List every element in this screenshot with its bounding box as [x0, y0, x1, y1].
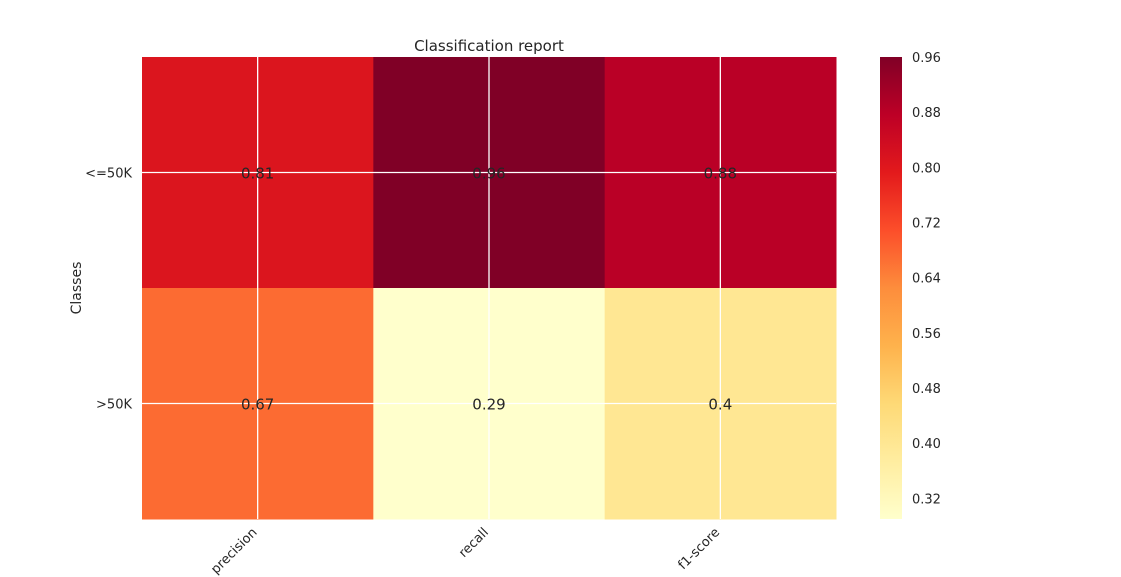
cell-value-label: 0.4 [708, 396, 732, 414]
cell-value-label: 0.29 [472, 396, 505, 414]
x-tick-label: recall [456, 525, 492, 561]
colorbar-tick-label: 0.56 [912, 327, 941, 342]
x-tick-label: f1-score [675, 525, 723, 573]
colorbar-gradient [880, 57, 902, 519]
colorbar-tick-label: 0.40 [912, 437, 941, 452]
colorbar-tick-label: 0.80 [912, 161, 941, 176]
y-tick-labels: <=50K >50K [85, 167, 132, 413]
colorbar: 0.32 0.40 0.48 0.56 0.64 0.72 0.80 0.88 0.96 [880, 51, 941, 519]
cell-value-label: 0.88 [704, 165, 737, 183]
heatmap-gridlines [142, 57, 836, 519]
colorbar-tick-label: 0.72 [912, 216, 941, 231]
colorbar-tick-label: 0.48 [912, 382, 941, 397]
x-tick-labels: precision recall f1-score [208, 525, 723, 577]
x-tick-label: precision [208, 525, 260, 577]
cell-value-label: 0.81 [241, 165, 274, 183]
y-tick-label: >50K [96, 398, 132, 413]
colorbar-tick-label: 0.64 [912, 272, 941, 287]
y-axis-label: Classes [69, 262, 85, 315]
cell-value-label: 0.96 [472, 165, 505, 183]
colorbar-tick-label: 0.96 [912, 51, 941, 66]
heatmap-cell-labels: 0.81 0.96 0.88 0.67 0.29 0.4 [241, 165, 737, 414]
chart-title: Classification report [414, 37, 564, 55]
cell-value-label: 0.67 [241, 396, 274, 414]
colorbar-tick-label: 0.32 [912, 492, 941, 507]
colorbar-tick-label: 0.88 [912, 106, 941, 121]
y-tick-label: <=50K [85, 167, 132, 182]
